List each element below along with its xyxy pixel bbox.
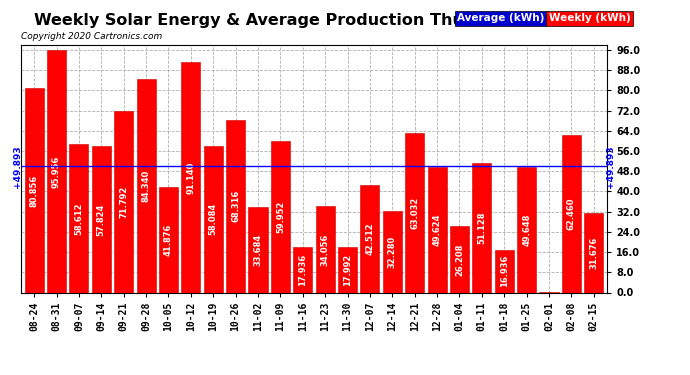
Bar — [137, 80, 155, 292]
Text: 84.340: 84.340 — [141, 170, 150, 202]
Text: 71.792: 71.792 — [119, 186, 128, 218]
Text: 17.992: 17.992 — [343, 254, 352, 286]
Bar — [204, 146, 223, 292]
Bar — [315, 207, 335, 292]
Text: 31.676: 31.676 — [589, 236, 598, 269]
Bar — [562, 135, 581, 292]
Bar — [517, 167, 536, 292]
Text: 32.280: 32.280 — [388, 236, 397, 268]
Bar — [293, 247, 313, 292]
Text: Average (kWh): Average (kWh) — [457, 13, 544, 23]
Text: 33.684: 33.684 — [253, 234, 262, 266]
Bar — [495, 250, 514, 292]
Bar — [25, 88, 43, 292]
Text: 58.084: 58.084 — [208, 203, 218, 235]
Bar — [226, 120, 245, 292]
Text: +49.893: +49.893 — [13, 145, 22, 188]
Text: 58.612: 58.612 — [75, 202, 83, 235]
Bar — [338, 247, 357, 292]
Text: 62.460: 62.460 — [567, 197, 576, 230]
Text: 16.936: 16.936 — [500, 255, 509, 287]
Text: 49.624: 49.624 — [433, 214, 442, 246]
Text: 59.952: 59.952 — [276, 201, 285, 233]
Text: 42.512: 42.512 — [366, 222, 375, 255]
Bar — [181, 62, 200, 292]
Text: +49.893: +49.893 — [606, 145, 615, 188]
Text: Weekly (kWh): Weekly (kWh) — [549, 13, 631, 23]
Text: 63.032: 63.032 — [410, 197, 420, 229]
Text: 26.208: 26.208 — [455, 243, 464, 276]
Text: 34.056: 34.056 — [321, 233, 330, 266]
Bar — [114, 111, 133, 292]
Bar — [584, 213, 603, 292]
Text: 49.648: 49.648 — [522, 214, 531, 246]
Bar — [271, 141, 290, 292]
Text: 91.140: 91.140 — [186, 161, 195, 194]
Bar — [248, 207, 268, 292]
Text: 17.936: 17.936 — [298, 254, 307, 286]
Text: 80.856: 80.856 — [30, 174, 39, 207]
Text: 95.956: 95.956 — [52, 155, 61, 188]
Bar — [360, 185, 380, 292]
Bar — [450, 226, 469, 292]
Bar — [159, 187, 178, 292]
Text: 51.128: 51.128 — [477, 212, 486, 244]
Bar — [70, 144, 88, 292]
Bar — [47, 50, 66, 292]
Bar — [383, 211, 402, 292]
Text: 68.316: 68.316 — [231, 190, 240, 222]
Bar — [473, 164, 491, 292]
Text: Weekly Solar Energy & Average Production Thu Feb 20 17:38: Weekly Solar Energy & Average Production… — [34, 13, 586, 28]
Bar — [405, 133, 424, 292]
Text: 41.876: 41.876 — [164, 224, 173, 256]
Text: Copyright 2020 Cartronics.com: Copyright 2020 Cartronics.com — [21, 32, 162, 41]
Bar — [92, 147, 111, 292]
Text: 57.824: 57.824 — [97, 203, 106, 236]
Bar — [428, 167, 446, 292]
